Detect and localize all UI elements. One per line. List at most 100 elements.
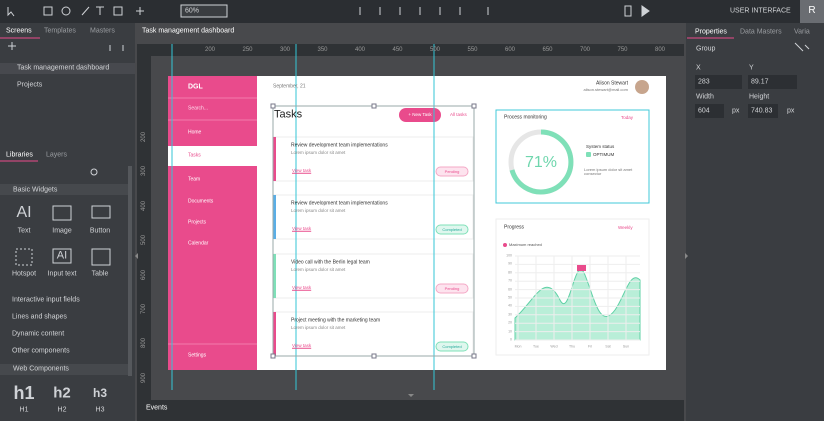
section-header (0, 364, 128, 375)
handle[interactable] (270, 353, 276, 359)
ruler-label: 200 (141, 131, 147, 143)
add-icon (136, 7, 144, 15)
heading-icon: h3 (92, 386, 108, 400)
percent: 71% (524, 154, 558, 171)
widget-label: H3 (95, 406, 105, 414)
input[interactable] (695, 75, 742, 89)
handle[interactable] (371, 353, 377, 359)
status-pill (435, 224, 469, 235)
x-tick-label: Sun (622, 344, 630, 349)
widget-label: Text (17, 227, 31, 235)
x-tick-label: Sat (605, 344, 611, 349)
card-title: Process monitoring (504, 114, 547, 121)
handle[interactable] (270, 103, 276, 109)
task-title: Review development team implementations (291, 200, 388, 207)
avatar (635, 80, 649, 94)
task-accent (273, 312, 276, 356)
ruler-label: 650 (542, 47, 553, 53)
handle[interactable] (471, 103, 477, 109)
section-title: Dynamic content (12, 330, 65, 338)
task-accent (273, 254, 276, 298)
task-title: Project meeting with the marketing team (291, 317, 381, 324)
x-tick-label: Mon (514, 344, 522, 349)
task-status: Completed (442, 227, 462, 232)
guide-lines (171, 44, 435, 390)
ruler-label: 300 (141, 166, 147, 177)
panel-tab: Screens (6, 27, 32, 35)
y-tick-label: 70 (508, 278, 512, 283)
field-value: 283 (698, 78, 710, 86)
ruler-label: 500 (430, 47, 441, 53)
ruler-label: 350 (317, 47, 328, 53)
card-period: Today (621, 114, 634, 120)
left-panel (0, 23, 135, 421)
section-header (0, 184, 128, 195)
task-link: View task (292, 342, 312, 348)
widget-label: Input text (47, 270, 77, 278)
search-icon (90, 168, 98, 176)
nav-item: Settings (188, 352, 207, 359)
legend-label: Maximum reached (509, 242, 542, 247)
ruler-label: 600 (505, 47, 516, 53)
peak-marker (577, 265, 586, 271)
avatar-box[interactable] (800, 0, 824, 23)
ruler-label: 800 (141, 338, 147, 349)
ruler-label: 450 (392, 47, 403, 53)
canvas-tab[interactable] (138, 24, 236, 37)
widget-label: Button (89, 227, 111, 235)
group-label: Group (696, 45, 716, 53)
task-link: View task (292, 167, 312, 173)
y-tick-label: 90 (508, 261, 512, 266)
status-pill (435, 283, 469, 294)
sidebar (168, 76, 257, 370)
panel-tab: Varia (794, 28, 810, 36)
widget-icon-input: AI (56, 249, 68, 262)
status-pill (435, 341, 469, 352)
image-icon (113, 6, 123, 16)
input-icon (52, 248, 72, 264)
panel-tab: Properties (695, 28, 727, 36)
input[interactable] (748, 104, 778, 118)
ruler-label: 750 (617, 47, 628, 53)
y-tick-label: 100 (506, 253, 512, 258)
handle[interactable] (371, 103, 377, 109)
donut-arc (509, 129, 574, 195)
new-task-button[interactable] (399, 108, 441, 122)
zoom-box[interactable] (180, 4, 228, 18)
right-panel (686, 23, 824, 421)
task-title: Video call with the Berlin legal team (291, 259, 370, 266)
mode-menu: USER INTERFACE (730, 7, 791, 15)
y-tick-label: 50 (508, 295, 512, 300)
x-tick-label: Thu (568, 344, 576, 349)
unit: px (732, 107, 740, 115)
table-icon (91, 248, 111, 266)
task-text: Lorem ipsum dolor sit amet (291, 324, 346, 330)
nav-active (168, 146, 257, 166)
user-initial: R (808, 5, 816, 16)
widget-label: Image (52, 227, 72, 235)
task-status: Pending (444, 286, 460, 291)
ruler-label: 550 (467, 47, 478, 53)
ruler-label: 250 (242, 47, 253, 53)
handle[interactable] (471, 353, 477, 359)
task-status: Completed (442, 344, 462, 349)
status-text: Lorem ipsum dolor sit amet consectur (584, 167, 633, 176)
panel-tab: Layers (46, 151, 68, 159)
task-accent (273, 137, 276, 181)
ruler-label: 200 (205, 47, 216, 53)
button-widget-icon (91, 205, 111, 219)
y-tick-label: 0 (510, 337, 512, 342)
align-icons (359, 7, 489, 15)
events-tab: Events (146, 404, 168, 412)
nav-item: Tasks (188, 152, 201, 159)
group-icons (794, 42, 810, 52)
zoom-value: 60% (185, 7, 200, 15)
input[interactable] (695, 104, 724, 118)
brand: DGL (188, 83, 203, 91)
section-title: Basic Widgets (13, 186, 58, 194)
card-period: Weekly (618, 224, 633, 230)
panel-tab: Templates (44, 27, 76, 35)
play-icon (641, 5, 650, 17)
input[interactable] (748, 75, 797, 89)
